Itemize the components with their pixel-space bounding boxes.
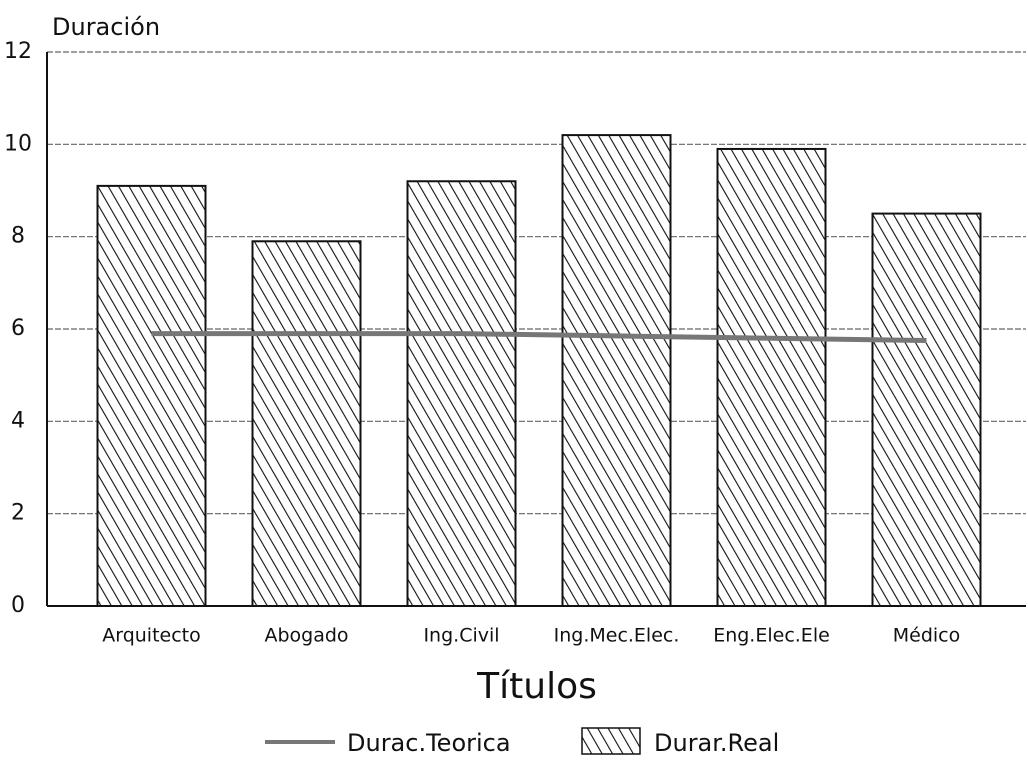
bar	[251, 240, 362, 608]
y-tick-label: 8	[11, 224, 25, 249]
legend-label: Durac.Teorica	[347, 729, 511, 757]
y-tick-label: 2	[11, 501, 25, 526]
bar	[716, 147, 827, 607]
x-tick-label: Ing.Mec.Elec.	[554, 625, 680, 647]
x-tick-label: Médico	[893, 625, 961, 647]
x-tick-label: Abogado	[264, 625, 348, 647]
y-tick-label: 4	[11, 408, 25, 433]
x-tick-label: Ing.Civil	[423, 625, 499, 647]
y-tick-label: 10	[4, 131, 32, 156]
x-axis-label: Títulos	[476, 666, 597, 707]
legend-label: Durar.Real	[654, 729, 779, 757]
y-tick-label: 6	[11, 316, 25, 341]
line	[151, 331, 927, 344]
bar	[96, 184, 207, 607]
bar	[406, 180, 517, 607]
y-tick-label: 12	[4, 39, 32, 64]
y-tick-label: 0	[11, 593, 25, 618]
x-tick-label: Arquitecto	[102, 625, 201, 647]
legend-swatch	[581, 727, 641, 755]
bar	[871, 212, 982, 607]
y-axis-label: Duración	[52, 13, 160, 41]
bar	[561, 134, 672, 607]
x-tick-label: Eng.Elec.Ele	[713, 625, 830, 647]
